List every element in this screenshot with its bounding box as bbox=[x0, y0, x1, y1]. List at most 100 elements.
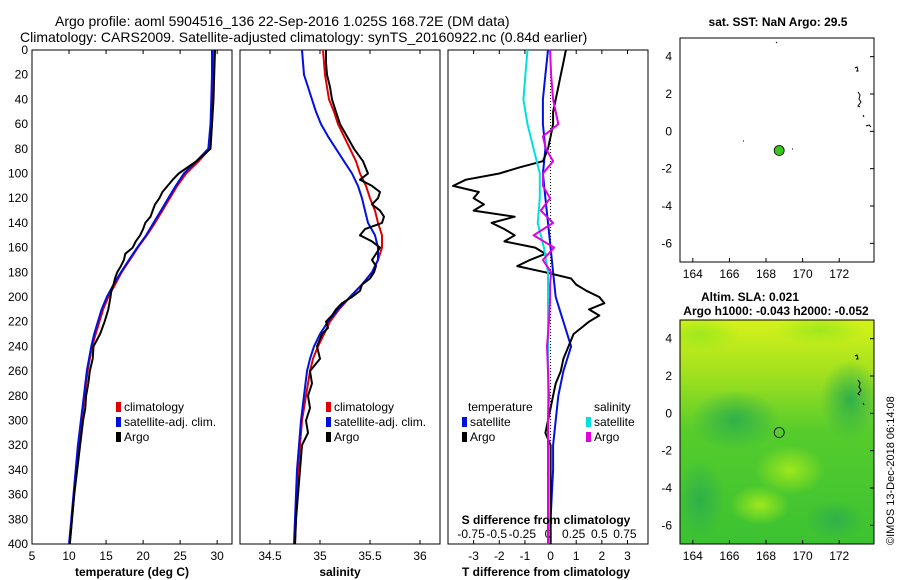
legend-label-t-argo: Argo bbox=[470, 430, 496, 444]
sla-map-title-line1: Altim. SLA: 0.021 bbox=[701, 290, 799, 304]
salinity-x-ticks: 34.5 35 35.5 36 bbox=[258, 50, 427, 563]
x-tick-label: 35.5 bbox=[358, 549, 382, 563]
sst-map-ticks: 164 166 168 170 172 4 2 0 -2 -4 -6 bbox=[661, 50, 874, 281]
legend-swatch-argo bbox=[116, 432, 121, 442]
map-y-tick-label: 2 bbox=[665, 87, 672, 101]
legend-swatch-satellite bbox=[326, 417, 331, 427]
temperature-plot-frame bbox=[31, 49, 233, 545]
s-tick-label: -0.25 bbox=[509, 527, 537, 541]
salinity-xlabel: salinity bbox=[319, 565, 361, 579]
sla-map-title-line2: Argo h1000: -0.043 h2000: -0.052 bbox=[683, 304, 869, 318]
s-tick-label: -0.75 bbox=[457, 527, 485, 541]
argo-float-marker bbox=[773, 145, 785, 156]
map-y-tick-label: -4 bbox=[661, 481, 672, 495]
map-y-tick-label: 0 bbox=[665, 124, 672, 138]
depth-axis-ticks: 0 20 40 60 80 100 120 140 160 180 200 220 240 260 280 3… bbox=[8, 43, 648, 551]
map-y-tick-label: 2 bbox=[665, 369, 672, 383]
x-tick-label: -2 bbox=[494, 549, 505, 563]
x-tick-label: 34.5 bbox=[258, 549, 282, 563]
x-tick-label: 5 bbox=[29, 549, 36, 563]
map-x-tick-label: 172 bbox=[829, 549, 849, 563]
x-tick-label: 10 bbox=[62, 549, 76, 563]
s-difference-label: S difference from climatology bbox=[462, 513, 631, 527]
depth-tick-label: 180 bbox=[8, 265, 28, 279]
argo-float-marker bbox=[773, 427, 785, 438]
map-y-tick-label: -2 bbox=[661, 162, 672, 176]
legend-label-satellite: satellite-adj. clim. bbox=[334, 415, 426, 429]
difference-legend-temperature: temperature satellite Argo bbox=[462, 400, 533, 444]
x-tick-label: -3 bbox=[468, 549, 479, 563]
x-tick-label: 20 bbox=[136, 549, 150, 563]
salinity-plot-frame bbox=[239, 49, 441, 545]
depth-tick-label: 360 bbox=[8, 488, 28, 502]
legend-label-argo: Argo bbox=[124, 430, 150, 444]
series-line-satellite-adj-clim bbox=[293, 49, 379, 545]
legend-label-t-satellite: satellite bbox=[470, 415, 511, 429]
legend-swatch-argo bbox=[326, 432, 331, 442]
sla-map-panel: Altim. SLA: 0.021 Argo h1000: -0.043 h20… bbox=[661, 290, 875, 563]
salinity-lines bbox=[293, 49, 385, 545]
x-tick-label: 3 bbox=[624, 549, 631, 563]
figure-title-line2: Climatology: CARS2009. Satellite-adjuste… bbox=[20, 29, 587, 45]
map-y-tick-label: 4 bbox=[665, 50, 672, 64]
series-line-t-satellite bbox=[541, 49, 573, 544]
x-tick-label: 1 bbox=[573, 549, 580, 563]
difference-xlabel: T difference from climatology bbox=[462, 565, 630, 579]
figure-title-line1: Argo profile: aoml 5904516_136 22-Sep-20… bbox=[55, 13, 510, 29]
legend-swatch-s-argo bbox=[586, 432, 591, 442]
depth-tick-label: 100 bbox=[8, 167, 28, 181]
sst-map-title: sat. SST: NaN Argo: 29.5 bbox=[709, 15, 848, 29]
series-line-climatology bbox=[294, 49, 383, 545]
map-x-tick-label: 168 bbox=[756, 549, 776, 563]
legend-label-s-satellite: satellite bbox=[594, 415, 635, 429]
x-tick-label: 2 bbox=[599, 549, 606, 563]
map-y-tick-label: -4 bbox=[661, 199, 672, 213]
sst-map-panel: sat. SST: NaN Argo: 29.5 164 166 168 170 172… bbox=[661, 15, 875, 281]
legend-label-climatology: climatology bbox=[124, 400, 184, 414]
depth-tick-label: 160 bbox=[8, 241, 28, 255]
x-tick-label: -1 bbox=[520, 549, 531, 563]
legend-title-salinity: salinity bbox=[594, 400, 631, 414]
s-tick-label: -0.5 bbox=[486, 527, 507, 541]
series-line-s-argo bbox=[532, 49, 560, 544]
legend-title-temperature: temperature bbox=[468, 400, 533, 414]
map-y-tick-label: -6 bbox=[661, 236, 672, 250]
depth-tick-label: 0 bbox=[21, 43, 28, 57]
map-x-tick-label: 168 bbox=[756, 267, 776, 281]
depth-tick-label: 120 bbox=[8, 191, 28, 205]
map-y-tick-label: 0 bbox=[665, 406, 672, 420]
sla-map-ticks: 164 166 168 170 172 4 2 0 -2 -4 -6 bbox=[661, 332, 874, 563]
legend-swatch-s-satellite bbox=[586, 417, 591, 427]
map-x-tick-label: 164 bbox=[683, 549, 703, 563]
depth-tick-label: 200 bbox=[8, 290, 28, 304]
sla-heatmap bbox=[680, 320, 874, 544]
sla-map-coastline bbox=[854, 354, 865, 406]
legend-swatch-t-argo bbox=[462, 432, 467, 442]
series-line-argo bbox=[294, 50, 385, 545]
s-tick-label: 0.75 bbox=[613, 527, 637, 541]
s-tick-label: 0.5 bbox=[591, 527, 608, 541]
depth-tick-label: 260 bbox=[8, 364, 28, 378]
depth-tick-label: 380 bbox=[8, 512, 28, 526]
difference-x-ticks: -3 -2 -1 0 1 2 3 bbox=[468, 50, 631, 563]
map-x-tick-label: 170 bbox=[793, 549, 813, 563]
x-tick-label: 0 bbox=[547, 549, 554, 563]
difference-lines bbox=[452, 49, 606, 544]
difference-legend-salinity: salinity satellite Argo bbox=[586, 400, 635, 444]
legend-swatch-climatology bbox=[326, 402, 331, 412]
legend-swatch-satellite bbox=[116, 417, 121, 427]
series-line-t-argo bbox=[452, 49, 606, 544]
depth-tick-label: 280 bbox=[8, 389, 28, 403]
map-y-tick-label: -2 bbox=[661, 444, 672, 458]
legend-label-satellite: satellite-adj. clim. bbox=[124, 415, 216, 429]
legend-swatch-t-satellite bbox=[462, 417, 467, 427]
credit-text: ©IMOS 13-Dec-2018 06:14:08 bbox=[885, 396, 897, 545]
depth-tick-label: 220 bbox=[8, 315, 28, 329]
x-tick-label: 15 bbox=[99, 549, 113, 563]
depth-tick-label: 60 bbox=[15, 117, 29, 131]
depth-tick-label: 140 bbox=[8, 216, 28, 230]
legend-swatch-climatology bbox=[116, 402, 121, 412]
temperature-x-ticks: 5 10 15 20 25 30 bbox=[29, 50, 224, 563]
x-tick-label: 35 bbox=[313, 549, 327, 563]
